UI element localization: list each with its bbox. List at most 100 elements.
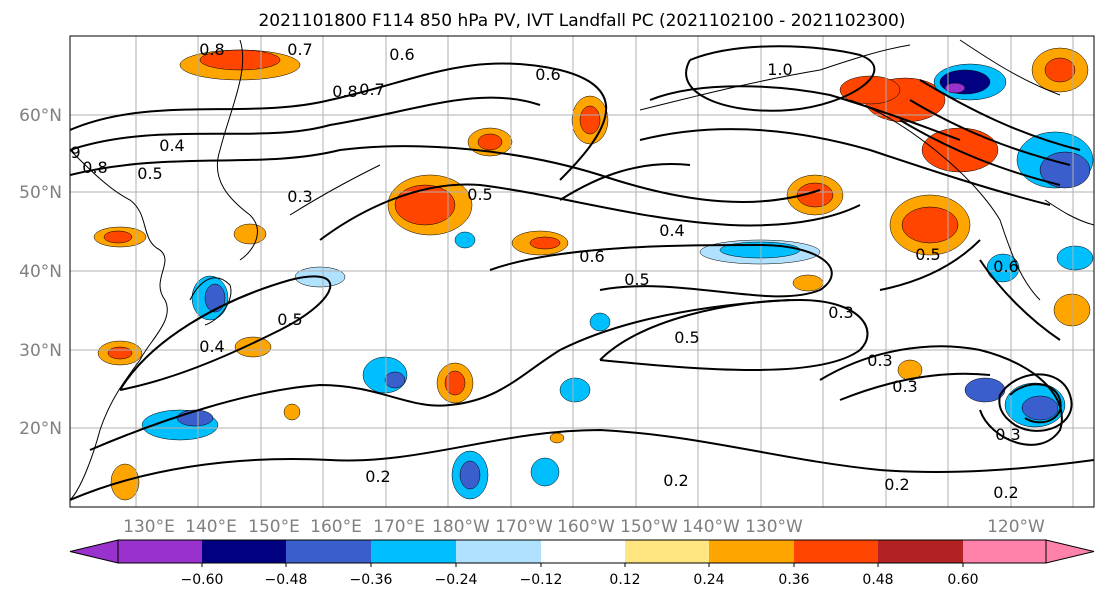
- pv-shaded-region: [559, 377, 591, 403]
- contour-label: 0.6: [389, 45, 414, 64]
- colorbar-tick-label: −0.48: [265, 572, 308, 588]
- contour-labels: 0.8 0.7 0.60.8 0.70.6 1.00.40.50.90.80.3 0.50…: [55, 40, 1021, 502]
- ivt-contour-line: [89, 299, 791, 451]
- coastline: [959, 39, 1061, 96]
- contour-label: 0.5: [624, 270, 649, 289]
- longitude-tick-label: 160°W: [557, 517, 615, 537]
- colorbar-tick-label: −0.36: [350, 572, 393, 588]
- pv-shaded-region: [901, 206, 959, 244]
- ivt-contour-line: [649, 85, 961, 141]
- contour-label: 0.6: [993, 257, 1018, 276]
- colorbar-segment: [625, 540, 709, 563]
- contour-label: 0.7: [359, 80, 384, 99]
- pv-shaded-region: [549, 432, 565, 444]
- pv-shaded-region: [529, 236, 561, 250]
- ivt-contour-line: [489, 243, 833, 298]
- longitude-tick-label: 170°W: [495, 517, 553, 537]
- contour-label: 0.2: [884, 475, 909, 494]
- pv-shaded-region: [459, 460, 481, 490]
- pv-shaded-region: [234, 336, 272, 358]
- pv-shaded-region: [384, 371, 406, 389]
- longitude-tick-label: 140°E: [185, 517, 237, 537]
- colorbar-extend-min: [69, 539, 119, 564]
- colorbar-outline: [117, 539, 1047, 564]
- ivt-contour-line: [70, 96, 541, 151]
- contour-label: 0.8: [199, 40, 224, 59]
- latitude-tick-label: 20°N: [19, 419, 62, 439]
- pv-shaded-region: [839, 75, 901, 105]
- pv-shaded-region: [1056, 245, 1094, 271]
- ivt-contour-line: [819, 345, 1063, 446]
- contour-label: 0.8: [82, 158, 107, 177]
- longitude-tick-label: 180°W: [432, 517, 490, 537]
- pv-shaded-region: [944, 82, 966, 94]
- ivt-contour-line: [70, 428, 1094, 501]
- pv-shaded-region: [199, 49, 281, 71]
- coastline: [289, 164, 381, 216]
- colorbar-tick-label: −0.12: [520, 572, 563, 588]
- pv-shaded-region: [110, 463, 140, 501]
- contour-label: 0.3: [892, 377, 917, 396]
- colorbar-segment: [371, 540, 456, 563]
- pv-shaded-region: [1021, 395, 1059, 421]
- ivt-contour-line: [879, 239, 981, 291]
- coastline: [216, 39, 258, 261]
- pv-shaded-region: [964, 377, 1006, 403]
- contour-label: 0.3: [287, 187, 312, 206]
- ivt-contour-line: [685, 45, 876, 112]
- longitude-tick-label: 150°W: [620, 517, 678, 537]
- colorbar-extend-max: [1045, 539, 1095, 564]
- coastline: [1044, 199, 1094, 226]
- pv-shaded-region: [103, 230, 133, 244]
- pv-shaded-region: [1044, 57, 1076, 83]
- pv-shaded-region: [477, 133, 503, 151]
- colorbar-segment: [963, 540, 1046, 563]
- colorbar: −0.60 −0.48 −0.36 −0.24 −0.12 0.12 0.24 0.36 0.4…: [69, 539, 1095, 588]
- ivt-contour-line: [70, 62, 608, 181]
- pv-shaded-region: [589, 312, 611, 332]
- colorbar-segment: [202, 540, 286, 563]
- colorbar-segment: [118, 540, 202, 563]
- longitude-tick-label: 140°W: [682, 517, 740, 537]
- pv-shaded-region: [454, 231, 476, 249]
- longitude-tick-label: 170°E: [373, 517, 425, 537]
- contour-label: 0.4: [199, 337, 224, 356]
- latitude-ticks: 60°N 50°N 40°N 30°N 20°N: [19, 106, 62, 439]
- ivt-contour-line: [599, 298, 869, 371]
- ivt-contour-line: [979, 259, 1061, 341]
- contour-label: 0.3: [995, 425, 1020, 444]
- contour-label: 0.6: [579, 247, 604, 266]
- coastline: [189, 277, 232, 326]
- pv-shaded-region: [1053, 293, 1091, 327]
- colorbar-tick-label: 0.60: [947, 572, 978, 588]
- ivt-contour-line: [119, 275, 332, 391]
- colorbar-tick-label: 0.48: [862, 572, 893, 588]
- colorbar-tick-label: 0.12: [609, 572, 640, 588]
- latitude-tick-label: 50°N: [19, 183, 62, 203]
- coastline: [70, 149, 168, 501]
- pv-shaded-region: [530, 457, 560, 487]
- contour-label: 1.0: [767, 60, 792, 79]
- pv-shaded-region: [444, 370, 466, 396]
- colorbar-segment: [456, 540, 541, 563]
- colorbar-segment: [709, 540, 794, 563]
- ivt-contour-line: [899, 119, 1061, 186]
- lat-lon-gridlines: [70, 36, 1094, 507]
- pv-shaded-region: [233, 223, 267, 245]
- contour-label: 0.3: [828, 303, 853, 322]
- pv-shaded-region: [107, 346, 133, 360]
- longitude-tick-label: 150°E: [248, 517, 300, 537]
- ivt-contour-line: [70, 145, 821, 203]
- contour-label: 0.7: [287, 40, 312, 59]
- ivt-contour-line: [919, 79, 1081, 151]
- ivt-contours: [70, 45, 1094, 501]
- contour-label: 0.9: [55, 143, 80, 162]
- ivt-contour-line: [1009, 383, 1062, 424]
- contour-label: 0.2: [663, 471, 688, 490]
- ivt-contour-line: [998, 373, 1073, 432]
- contour-label: 0.4: [159, 136, 184, 155]
- contour-label: 0.2: [365, 467, 390, 486]
- colorbar-tick-label: −0.60: [181, 572, 224, 588]
- latitude-tick-label: 60°N: [19, 106, 62, 126]
